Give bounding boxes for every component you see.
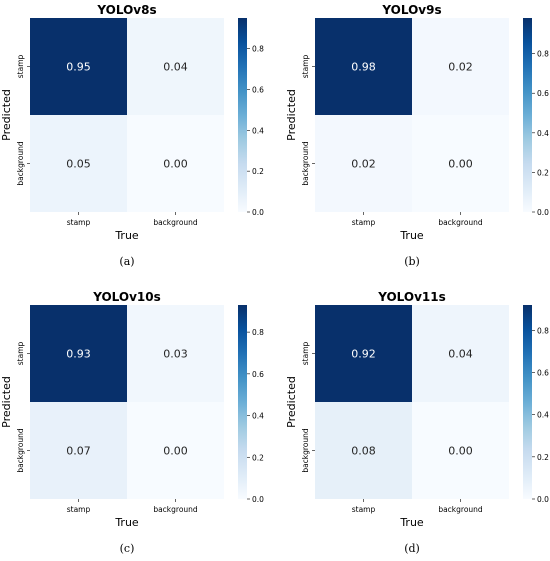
colorbar-tick-label: 0.2 xyxy=(537,168,549,177)
confusion-matrix-panel-2: YOLOv9s 0.98 0.02 0.02 0.00 stamp background Tr… xyxy=(285,3,549,268)
colorbar-tick-label: 0.4 xyxy=(252,126,264,135)
y-axis-label: Predicted xyxy=(0,89,13,141)
heatmap-cell-stamp-background xyxy=(412,18,509,115)
x-axis-label: True xyxy=(399,516,424,529)
heatmap-cell-stamp-stamp xyxy=(30,18,127,115)
cell-value-label: 0.02 xyxy=(351,158,376,171)
x-tick-label-background: background xyxy=(438,505,483,514)
y-tick-label-stamp: stamp xyxy=(16,342,25,366)
colorbar-tick-label: 0.2 xyxy=(252,453,264,462)
heatmap-cell-background-stamp xyxy=(30,402,127,499)
colorbar-tick-label: 0.8 xyxy=(252,45,264,54)
x-tick-label-stamp: stamp xyxy=(352,218,376,227)
x-axis-label: True xyxy=(399,229,424,242)
colorbar-tick-label: 0.0 xyxy=(537,495,549,504)
colorbar-tick-label: 0.2 xyxy=(252,167,264,176)
colorbar-tick-label: 0.6 xyxy=(537,368,549,377)
y-tick-label-background: background xyxy=(16,428,25,473)
colorbar-tick-label: 0.8 xyxy=(537,50,549,59)
colorbar xyxy=(238,305,247,499)
heatmap-cell-background-background xyxy=(127,402,224,499)
subfigure-caption: (a) xyxy=(119,255,134,268)
colorbar-tick-label: 0.0 xyxy=(252,208,264,217)
colorbar xyxy=(238,18,247,212)
heatmap-cell-background-background xyxy=(412,402,509,499)
x-axis-label: True xyxy=(114,229,139,242)
cell-value-label: 0.03 xyxy=(163,348,188,361)
subfigure-caption: (b) xyxy=(404,255,420,268)
colorbar xyxy=(523,18,532,212)
cell-value-label: 0.98 xyxy=(351,61,376,74)
confusion-matrix-panel-3: YOLOv10s 0.93 0.03 0.07 0.00 stamp background T… xyxy=(0,290,264,555)
heatmap-cell-stamp-stamp xyxy=(315,305,412,402)
chart-title: YOLOv8s xyxy=(96,3,156,17)
chart-title: YOLOv10s xyxy=(92,290,161,304)
cell-value-label: 0.92 xyxy=(351,348,376,361)
heatmap-cell-stamp-stamp xyxy=(30,305,127,402)
y-axis-label: Predicted xyxy=(0,376,13,428)
heatmap-cell-stamp-background xyxy=(127,305,224,402)
chart-title: YOLOv11s xyxy=(377,290,446,304)
cell-value-label: 0.07 xyxy=(66,445,91,458)
colorbar-tick-label: 0.0 xyxy=(537,208,549,217)
colorbar-tick-label: 0.6 xyxy=(537,89,549,98)
cell-value-label: 0.93 xyxy=(66,348,91,361)
heatmap-cell-background-background xyxy=(412,115,509,212)
y-tick-label-stamp: stamp xyxy=(16,55,25,79)
cell-value-label: 0.00 xyxy=(163,158,188,171)
y-tick-label-background: background xyxy=(301,141,310,186)
chart-title: YOLOv9s xyxy=(381,3,441,17)
cell-value-label: 0.00 xyxy=(163,445,188,458)
colorbar-tick-label: 0.8 xyxy=(537,326,549,335)
confusion-matrix-panel-1: YOLOv8s 0.95 0.04 0.05 0.00 stamp background Tr… xyxy=(0,3,264,268)
subfigure-caption: (d) xyxy=(404,542,420,555)
colorbar-tick-label: 0.4 xyxy=(252,412,264,421)
cell-value-label: 0.04 xyxy=(163,61,188,74)
y-axis-label: Predicted xyxy=(285,376,298,428)
y-tick-label-background: background xyxy=(16,141,25,186)
y-tick-label-stamp: stamp xyxy=(301,55,310,79)
cell-value-label: 0.02 xyxy=(448,61,473,74)
colorbar-tick-label: 0.8 xyxy=(252,328,264,337)
cell-value-label: 0.05 xyxy=(66,158,91,171)
heatmap-cell-background-background xyxy=(127,115,224,212)
heatmap-cell-stamp-background xyxy=(412,305,509,402)
colorbar-tick-label: 0.2 xyxy=(537,453,549,462)
x-tick-label-stamp: stamp xyxy=(67,505,91,514)
colorbar-tick-label: 0.6 xyxy=(252,85,264,94)
x-tick-label-stamp: stamp xyxy=(67,218,91,227)
heatmap-cell-background-stamp xyxy=(315,402,412,499)
confusion-matrix-panel-4: YOLOv11s 0.92 0.04 0.08 0.00 stamp background T… xyxy=(285,290,549,555)
cell-value-label: 0.08 xyxy=(351,445,376,458)
y-tick-label-background: background xyxy=(301,428,310,473)
colorbar-tick-label: 0.0 xyxy=(252,495,264,504)
subfigure-caption: (c) xyxy=(120,542,135,555)
x-tick-label-background: background xyxy=(153,218,198,227)
heatmap-cell-stamp-background xyxy=(127,18,224,115)
heatmap-cell-background-stamp xyxy=(315,115,412,212)
colorbar-tick-label: 0.4 xyxy=(537,411,549,420)
cell-value-label: 0.95 xyxy=(66,61,91,74)
cell-value-label: 0.00 xyxy=(448,158,473,171)
x-axis-label: True xyxy=(114,516,139,529)
colorbar-tick-label: 0.4 xyxy=(537,129,549,138)
heatmap-cell-stamp-stamp xyxy=(315,18,412,115)
x-tick-label-background: background xyxy=(438,218,483,227)
y-axis-label: Predicted xyxy=(285,89,298,141)
x-tick-label-stamp: stamp xyxy=(352,505,376,514)
heatmap-cell-background-stamp xyxy=(30,115,127,212)
cell-value-label: 0.04 xyxy=(448,348,473,361)
cell-value-label: 0.00 xyxy=(448,445,473,458)
colorbar xyxy=(523,305,532,499)
x-tick-label-background: background xyxy=(153,505,198,514)
y-tick-label-stamp: stamp xyxy=(301,342,310,366)
colorbar-tick-label: 0.6 xyxy=(252,370,264,379)
